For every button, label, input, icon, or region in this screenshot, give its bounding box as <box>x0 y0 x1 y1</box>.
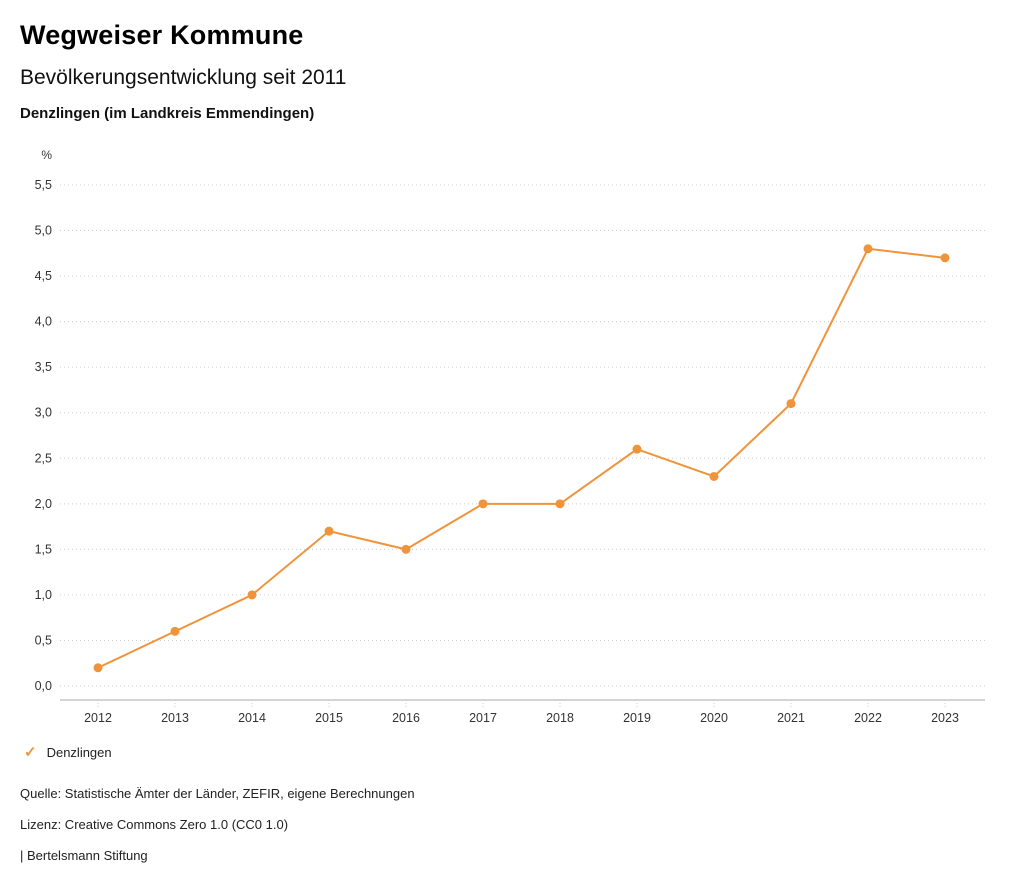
line-chart: % 0,0 0,5 1,0 1,5 2,0 2,5 3,0 3,5 4,0 4,5 5,0 5,5 201… <box>35 148 985 725</box>
y-tick-label: 2,0 <box>35 497 52 511</box>
data-point[interactable] <box>709 471 719 481</box>
x-tick-label: 2014 <box>238 711 266 725</box>
y-tick-label: 0,5 <box>35 633 52 647</box>
x-tick-label: 2018 <box>546 711 574 725</box>
y-tick-label: 4,5 <box>35 269 52 283</box>
series-line <box>97 247 946 669</box>
chart-title: Bevölkerungsentwicklung seit 2011 <box>20 66 347 89</box>
y-tick-label: 3,0 <box>35 406 52 420</box>
x-tick-label: 2016 <box>392 711 420 725</box>
y-tick-label: 0,0 <box>35 679 52 693</box>
legend-label: Denzlingen <box>46 745 112 760</box>
data-point[interactable] <box>401 544 411 554</box>
x-tick-label: 2013 <box>161 711 189 725</box>
x-tick-label: 2020 <box>700 711 728 725</box>
data-point[interactable] <box>863 244 873 254</box>
data-point[interactable] <box>170 626 180 636</box>
x-tick-label: 2017 <box>469 711 497 725</box>
legend-check-icon: ✓ <box>24 744 37 761</box>
y-axis-unit-label: % <box>41 148 52 162</box>
data-point[interactable] <box>632 444 642 454</box>
data-point[interactable] <box>324 526 334 536</box>
x-tick-label: 2021 <box>777 711 805 725</box>
y-tick-label: 4,0 <box>35 315 52 329</box>
y-tick-label: 2,5 <box>35 451 52 465</box>
data-point[interactable] <box>93 663 103 673</box>
y-tick-label: 5,5 <box>35 178 52 192</box>
data-point[interactable] <box>478 499 488 509</box>
data-point[interactable] <box>786 399 796 409</box>
license-note: Lizenz: Creative Commons Zero 1.0 (CC0 1… <box>20 817 289 832</box>
attribution-note: | Bertelsmann Stiftung <box>20 848 148 863</box>
x-tick-label: 2019 <box>623 711 651 725</box>
y-tick-label: 1,5 <box>35 542 52 556</box>
chart-subtitle: Denzlingen (im Landkreis Emmendingen) <box>20 105 315 122</box>
legend-item-denzlingen[interactable]: ✓ Denzlingen <box>24 745 112 760</box>
x-tick-label: 2012 <box>84 711 112 725</box>
chart-area: % 0,0 0,5 1,0 1,5 2,0 2,5 3,0 3,5 4,0 4,5 5,0 5,5 201… <box>0 145 1024 730</box>
y-tick-label: 3,5 <box>35 360 52 374</box>
x-tick-label: 2015 <box>315 711 343 725</box>
y-tick-label: 1,0 <box>35 588 52 602</box>
brand-title: Wegweiser Kommune <box>20 20 304 50</box>
y-tick-label: 5,0 <box>35 224 52 238</box>
x-tick-label: 2023 <box>931 711 959 725</box>
data-point[interactable] <box>247 590 257 600</box>
data-point[interactable] <box>940 253 950 263</box>
source-note: Quelle: Statistische Ämter der Länder, Z… <box>20 786 415 801</box>
data-point[interactable] <box>555 499 565 509</box>
x-tick-label: 2022 <box>854 711 882 725</box>
